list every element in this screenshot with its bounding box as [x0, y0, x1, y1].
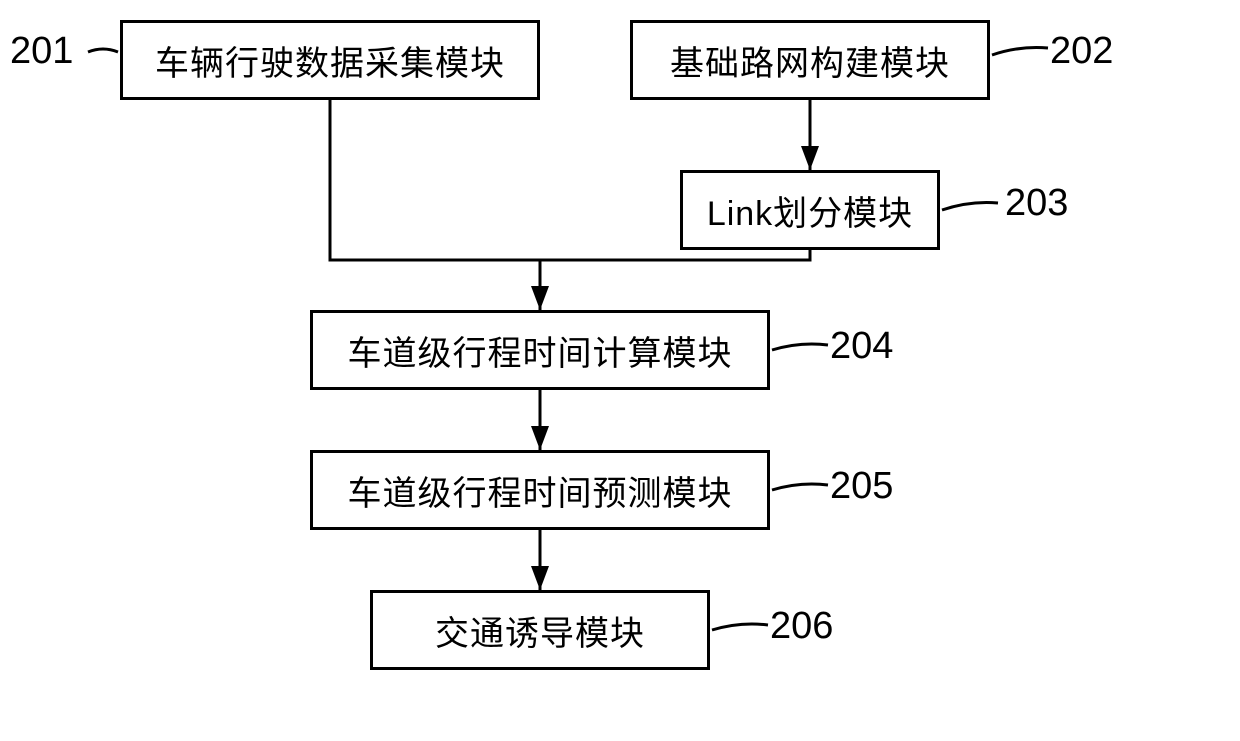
label-203: 203 [1005, 182, 1068, 225]
node-206-text: 交通诱导模块 [435, 606, 645, 655]
node-203-text: Link划分模块 [707, 186, 913, 235]
node-205-text: 车道级行程时间预测模块 [348, 466, 733, 515]
node-203: Link划分模块 [680, 170, 940, 250]
diagram-canvas: 车辆行驶数据采集模块 基础路网构建模块 Link划分模块 车道级行程时间计算模块… [0, 0, 1240, 741]
node-205: 车道级行程时间预测模块 [310, 450, 770, 530]
label-201: 201 [10, 30, 73, 73]
node-201-text: 车辆行驶数据采集模块 [155, 36, 505, 85]
node-204: 车道级行程时间计算模块 [310, 310, 770, 390]
node-204-text: 车道级行程时间计算模块 [348, 326, 733, 375]
label-202: 202 [1050, 30, 1113, 73]
label-205: 205 [830, 465, 893, 508]
label-206: 206 [770, 605, 833, 648]
node-206: 交通诱导模块 [370, 590, 710, 670]
node-201: 车辆行驶数据采集模块 [120, 20, 540, 100]
label-204: 204 [830, 325, 893, 368]
node-202-text: 基础路网构建模块 [670, 36, 950, 85]
node-202: 基础路网构建模块 [630, 20, 990, 100]
